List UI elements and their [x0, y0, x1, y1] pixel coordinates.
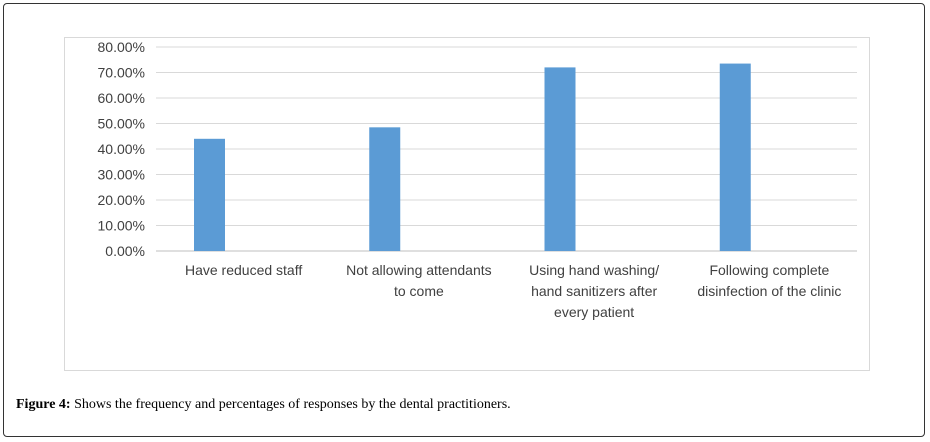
category-label: Not allowing attendants to come: [346, 262, 492, 299]
caption-text: Shows the frequency and percentages of r…: [70, 397, 511, 412]
y-tick-label: 50.00%: [98, 116, 145, 132]
bar: [544, 67, 576, 252]
bar-chart: 0.00% 10.00% 20.00% 30.00% 40.00% 50.00% 60.00…: [98, 39, 857, 320]
y-tick-label: 70.00%: [98, 65, 145, 81]
bar: [719, 63, 751, 252]
y-tick-label: 60.00%: [98, 90, 145, 106]
category-label: Have reduced staff: [185, 262, 302, 278]
y-tick-label: 0.00%: [105, 243, 145, 259]
y-tick-label: 30.00%: [98, 167, 145, 183]
bar: [369, 127, 401, 251]
bar: [194, 138, 225, 251]
category-label: Using hand washing/hand sanitizers after…: [529, 262, 659, 320]
figure-caption: Figure 4: Shows the frequency and percen…: [16, 397, 916, 413]
category-label: Following complete disinfection of the cl…: [697, 262, 841, 299]
caption-label: Figure 4:: [16, 397, 71, 412]
figure-frame: 0.00% 10.00% 20.00% 30.00% 40.00% 50.00% 60.00…: [3, 3, 925, 437]
y-tick-label: 80.00%: [98, 39, 145, 55]
y-tick-label: 10.00%: [98, 218, 145, 234]
y-tick-label: 20.00%: [98, 192, 145, 208]
y-tick-label: 40.00%: [98, 141, 145, 157]
